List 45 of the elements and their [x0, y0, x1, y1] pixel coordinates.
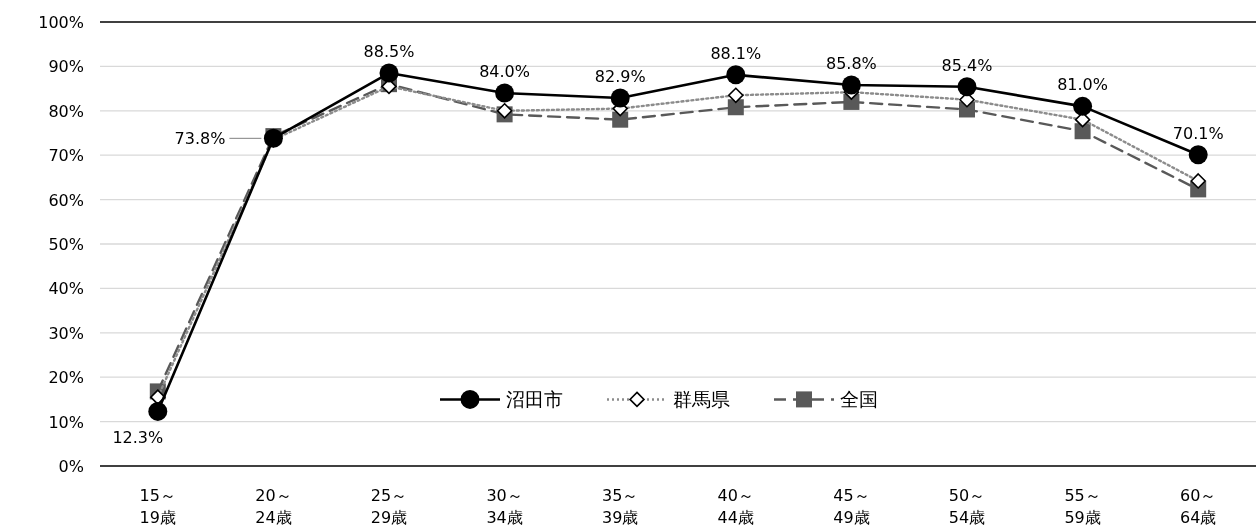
point	[495, 83, 515, 103]
legend-label: 全国	[840, 388, 878, 411]
x-tick-label: 60～64歳	[1180, 486, 1217, 527]
y-tick-label: 90%	[48, 57, 84, 77]
point	[957, 77, 977, 97]
point	[612, 111, 629, 128]
y-tick-label: 10%	[48, 412, 84, 432]
point	[148, 401, 168, 421]
data-label: 73.8%	[174, 129, 226, 149]
data-label: 85.8%	[825, 54, 877, 74]
data-label: 88.1%	[710, 43, 762, 63]
y-tick-label: 70%	[48, 146, 84, 166]
legend-label: 沼田市	[506, 388, 563, 411]
point	[1188, 145, 1208, 165]
y-tick-label: 50%	[48, 235, 84, 254]
x-tick-label: 55～59歳	[1064, 486, 1101, 527]
x-tick-label: 35～39歳	[602, 486, 639, 527]
point	[610, 88, 630, 108]
point	[379, 63, 399, 83]
point	[726, 65, 746, 85]
data-label: 81.0%	[1057, 75, 1109, 95]
data-label: 12.3%	[112, 428, 164, 448]
point	[727, 99, 744, 116]
data-label: 88.5%	[363, 42, 415, 62]
y-tick-label: 30%	[48, 323, 84, 343]
data-label: 82.9%	[594, 66, 646, 86]
point	[841, 75, 861, 95]
y-tick-label: 60%	[48, 190, 84, 210]
x-tick-label: 30～34歳	[486, 486, 523, 527]
x-tick-label: 50～54歳	[948, 486, 986, 527]
point	[1073, 96, 1093, 116]
y-tick-label: 0%	[58, 457, 84, 476]
data-label: 85.4%	[941, 55, 993, 75]
data-label: 84.0%	[479, 62, 531, 82]
y-tick-label: 80%	[48, 101, 84, 121]
legend-label: 群馬県	[673, 388, 730, 411]
y-tick-label: 100%	[38, 13, 84, 32]
x-tick-label: 45～49歳	[833, 486, 870, 527]
x-tick-label: 40～44歳	[717, 486, 754, 527]
data-label: 70.1%	[1172, 123, 1224, 143]
y-tick-label: 20%	[48, 368, 84, 388]
x-tick-label: 20～24歳	[255, 486, 292, 527]
x-tick-label: 25～29歳	[370, 486, 408, 527]
y-tick-label: 40%	[48, 279, 84, 299]
x-tick-label: 15～19歳	[139, 486, 176, 527]
